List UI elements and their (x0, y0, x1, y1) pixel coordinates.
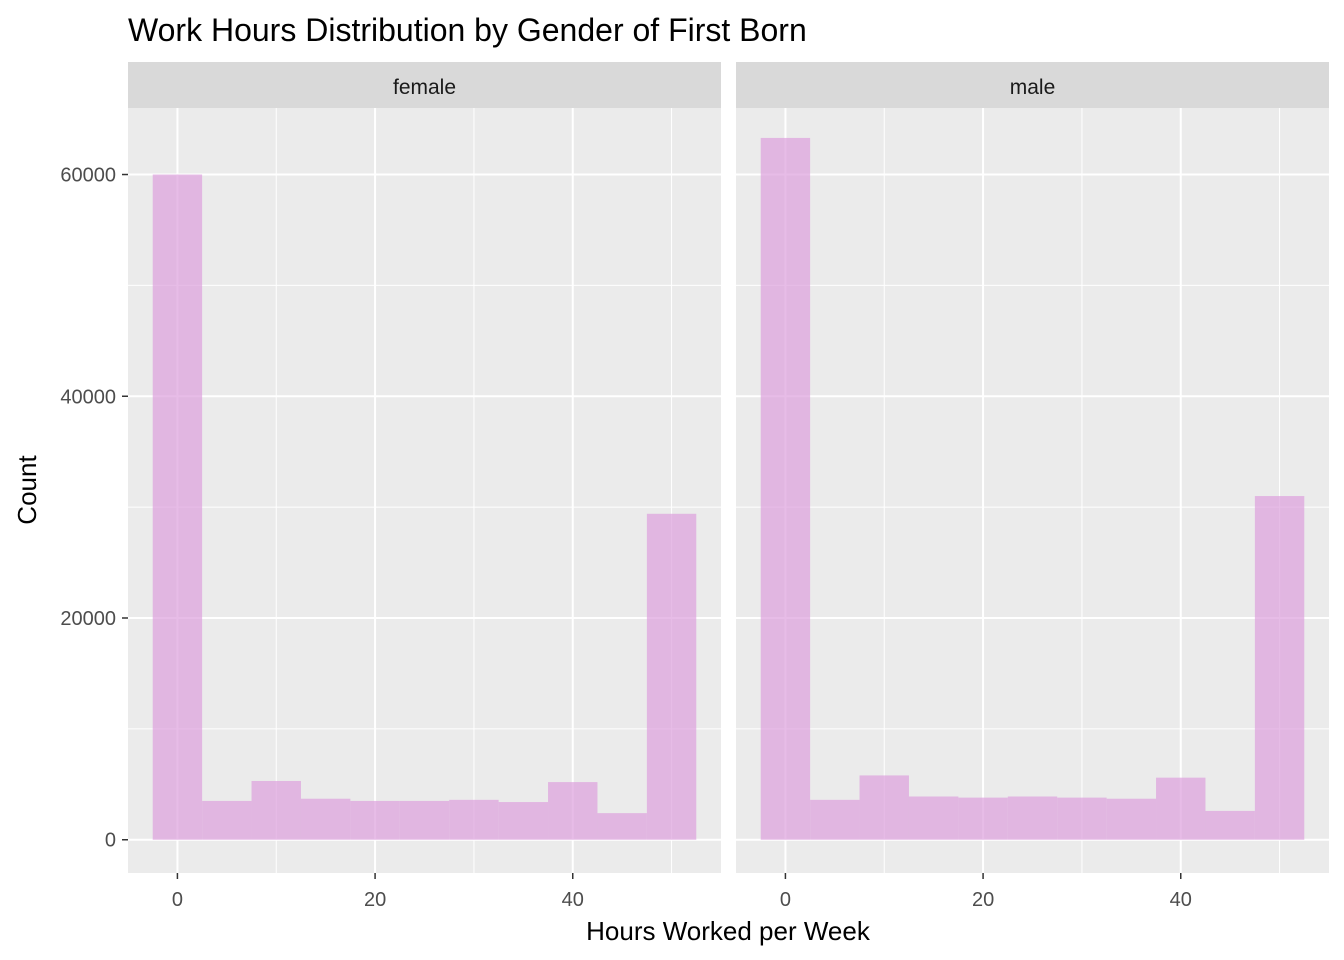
y-tick-label: 40000 (60, 386, 116, 408)
histogram-bar (498, 802, 549, 840)
x-tick-label: 0 (780, 889, 791, 911)
histogram-bar (597, 813, 647, 840)
facet-strip (736, 62, 1329, 108)
histogram-bar (449, 799, 499, 840)
facet-strip-label: male (1010, 76, 1056, 99)
histogram-bar (251, 780, 301, 840)
histogram-bar (548, 782, 598, 840)
histogram-bar (1007, 796, 1058, 840)
x-tick-label: 40 (562, 889, 584, 911)
histogram-bar (202, 800, 252, 840)
panel-background (128, 108, 721, 873)
histogram-bar (350, 800, 400, 840)
histogram-bar (1205, 810, 1255, 840)
histogram-bar (399, 800, 450, 840)
y-tick-label: 60000 (60, 165, 116, 187)
histogram-bar (646, 513, 697, 840)
histogram-bar (810, 799, 860, 840)
histogram-bar (1254, 496, 1305, 840)
panel-background (736, 108, 1329, 873)
y-tick-label: 0 (105, 830, 116, 852)
histogram-bar (1057, 797, 1107, 840)
histogram-bar (859, 775, 909, 840)
chart-title: Work Hours Distribution by Gender of Fir… (128, 12, 807, 48)
histogram-bar (760, 137, 811, 840)
histogram-bar (958, 797, 1008, 840)
x-axis-title: Hours Worked per Week (586, 916, 871, 946)
x-tick-label: 40 (1170, 889, 1192, 911)
histogram-bar (1156, 777, 1206, 840)
x-tick-label: 20 (972, 889, 994, 911)
facet-strip (128, 62, 721, 108)
histogram-bar (152, 174, 203, 840)
x-tick-label: 20 (364, 889, 386, 911)
facet-panel-female: female 0 20 40 0 20000 40000 60000 (60, 62, 721, 911)
histogram-bar (908, 796, 959, 840)
x-tick-label: 0 (172, 889, 183, 911)
y-tick-label: 20000 (60, 608, 116, 630)
histogram-bar (1106, 798, 1157, 840)
facet-panel-male: male 0 20 40 (736, 62, 1329, 911)
facet-strip-label: female (393, 76, 456, 99)
y-axis-title: Count (12, 455, 42, 525)
histogram-bar (300, 798, 351, 840)
